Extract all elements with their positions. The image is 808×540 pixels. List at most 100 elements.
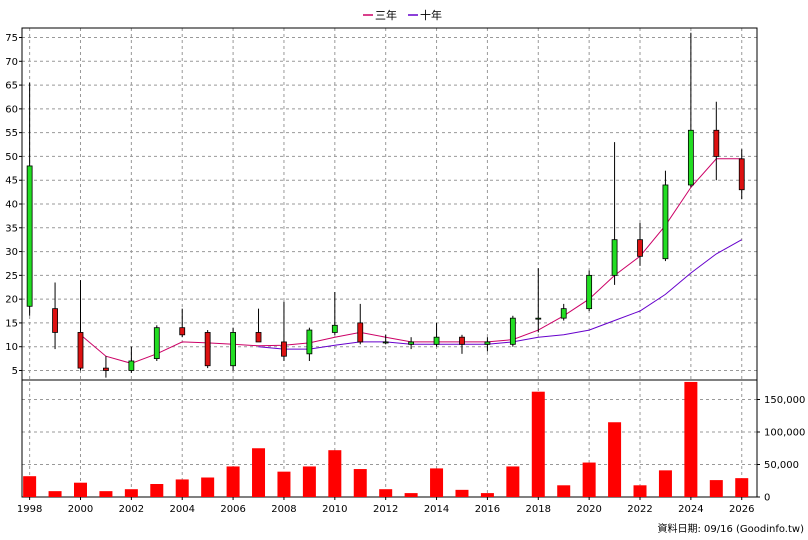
candlestick xyxy=(52,282,58,350)
volume-bar xyxy=(201,477,215,497)
price-tick-label: 25 xyxy=(5,271,18,282)
volume-tick-label: 100,000 xyxy=(764,428,805,439)
volume-bar xyxy=(582,462,596,497)
volume-bar xyxy=(709,480,723,497)
candlestick xyxy=(230,327,236,371)
candlestick xyxy=(560,303,567,321)
x-tick-label: 2016 xyxy=(475,504,500,515)
volume-bar xyxy=(379,489,393,497)
volume-tick-label: 50,000 xyxy=(764,460,799,471)
volume-bar xyxy=(353,469,367,497)
legend-label: 三年 xyxy=(375,8,397,22)
x-tick-label: 2012 xyxy=(373,504,398,515)
candle-body-down xyxy=(103,367,109,371)
volume-bar xyxy=(302,466,316,497)
volume-bar xyxy=(328,450,342,497)
volume-bar xyxy=(658,470,672,497)
candlestick xyxy=(255,308,262,343)
candlestick xyxy=(204,330,211,369)
candlestick xyxy=(433,322,440,347)
x-tick-label: 2004 xyxy=(169,504,194,515)
candlestick xyxy=(331,292,338,335)
x-tick-label: 2026 xyxy=(729,504,754,515)
candlestick xyxy=(687,32,694,188)
volume-bar xyxy=(252,448,266,497)
candle-body-down xyxy=(281,341,287,357)
price-tick-label: 65 xyxy=(5,81,18,92)
volume-bars xyxy=(23,381,749,497)
candlestick xyxy=(662,170,669,262)
candlestick xyxy=(535,268,542,333)
price-tick-label: 60 xyxy=(5,104,18,115)
price-tick-label: 5 xyxy=(12,366,18,377)
candle-body-up xyxy=(535,317,542,320)
candle-body-up xyxy=(26,165,33,307)
candlestick xyxy=(281,301,287,361)
x-tick-label: 2000 xyxy=(68,504,93,515)
candlestick xyxy=(153,325,160,361)
volume-bar xyxy=(633,485,647,497)
candle-body-up xyxy=(484,341,491,345)
candle-body-up xyxy=(611,239,618,276)
price-tick-label: 45 xyxy=(5,176,18,187)
candle-body-down xyxy=(52,308,58,333)
data-date-footer: 資料日期: 09/16 (Goodinfo.tw) xyxy=(657,522,804,535)
volume-bar xyxy=(99,491,113,497)
volume-axis-ticks: 0 50,000 100,000 150,000 xyxy=(757,395,805,504)
candlestick xyxy=(459,334,465,354)
x-tick-label: 2014 xyxy=(424,504,449,515)
volume-bar xyxy=(608,422,622,497)
candle-body-down xyxy=(738,158,745,191)
price-tick-label: 75 xyxy=(5,33,18,44)
plot-frame xyxy=(21,27,758,498)
price-tick-label: 70 xyxy=(5,57,18,68)
x-axis-ticks: 1998 2000 2002 2004 2006 2008 2010 2012 2014 2016… xyxy=(17,497,754,515)
candlestick xyxy=(637,223,643,266)
candle-body-up xyxy=(586,274,593,310)
volume-bar xyxy=(124,489,138,497)
candlestick xyxy=(103,356,109,378)
candle-body-down xyxy=(637,239,643,257)
candlestick xyxy=(738,149,745,200)
candle-body-down xyxy=(255,332,262,343)
x-tick-label: 1998 xyxy=(17,504,42,515)
candlestick xyxy=(509,315,516,347)
candle-body-up xyxy=(128,360,135,371)
candle-body-up xyxy=(687,129,694,186)
volume-tick-label: 0 xyxy=(764,493,770,504)
x-tick-label: 2008 xyxy=(271,504,296,515)
candlestick xyxy=(586,270,593,312)
candle-body-up xyxy=(331,324,338,333)
price-tick-label: 50 xyxy=(5,152,18,163)
candlestick xyxy=(611,142,618,285)
price-tick-label: 40 xyxy=(5,200,18,211)
candle-body-down xyxy=(77,332,84,369)
price-tick-label: 35 xyxy=(5,223,18,234)
candlestick xyxy=(713,101,720,181)
candlestick xyxy=(382,334,389,345)
candle-body-up xyxy=(408,341,415,345)
volume-bar xyxy=(455,489,469,497)
candle-body-up xyxy=(662,184,669,260)
candlestick xyxy=(408,337,415,350)
volume-bar xyxy=(175,479,189,497)
candle-body-up xyxy=(230,332,236,367)
volume-gridlines xyxy=(22,399,757,498)
x-tick-label: 2018 xyxy=(526,504,551,515)
ma-line xyxy=(258,239,742,350)
price-axis-ticks: 5 10 15 20 25 30 35 40 45 50 55 60 65 70 75 xyxy=(5,33,22,377)
volume-bar xyxy=(531,391,545,497)
price-tick-label: 20 xyxy=(5,295,18,306)
candle-body-down xyxy=(459,336,465,345)
candle-body-up xyxy=(382,341,389,344)
volume-bar xyxy=(150,484,164,497)
candle-body-down xyxy=(357,322,364,343)
volume-bar xyxy=(480,493,494,497)
volume-bar xyxy=(684,381,698,497)
candlestick xyxy=(306,327,313,361)
candle-body-up xyxy=(560,308,567,319)
candlestick xyxy=(357,303,364,345)
volume-bar xyxy=(23,476,37,497)
candlestick xyxy=(179,308,186,338)
